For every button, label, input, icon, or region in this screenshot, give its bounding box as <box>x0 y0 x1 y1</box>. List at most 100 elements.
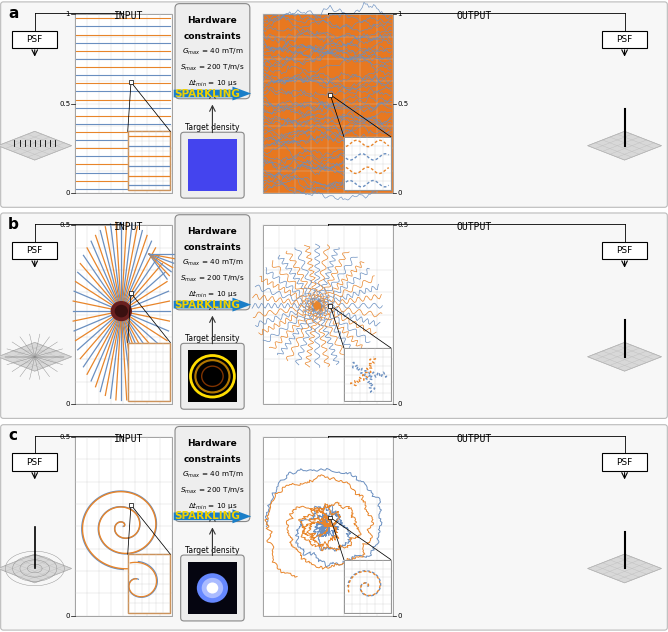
Text: OUTPUT: OUTPUT <box>457 222 492 232</box>
Bar <box>129 291 133 295</box>
Bar <box>75 437 172 616</box>
Text: 0.5: 0.5 <box>59 222 70 228</box>
Text: $S_{max}$ = 200 T/m/s: $S_{max}$ = 200 T/m/s <box>180 63 244 73</box>
Text: 0.5: 0.5 <box>59 434 70 440</box>
Text: $G_{max}$ = 40 mT/m: $G_{max}$ = 40 mT/m <box>182 470 243 480</box>
Text: 0: 0 <box>65 401 70 407</box>
Text: a: a <box>8 6 19 21</box>
FancyBboxPatch shape <box>1 2 667 207</box>
Polygon shape <box>174 87 251 100</box>
FancyBboxPatch shape <box>180 132 244 198</box>
FancyBboxPatch shape <box>12 241 57 259</box>
Polygon shape <box>0 554 71 583</box>
Text: PSF: PSF <box>617 458 633 467</box>
FancyBboxPatch shape <box>175 215 250 310</box>
Polygon shape <box>0 343 71 371</box>
Text: Target density: Target density <box>185 546 240 555</box>
Text: $\Delta t_{min}$ = 10 μs: $\Delta t_{min}$ = 10 μs <box>188 289 237 300</box>
FancyBboxPatch shape <box>180 555 244 621</box>
Text: $\Delta t_{min}$ = 10 μs: $\Delta t_{min}$ = 10 μs <box>188 78 237 89</box>
Text: 0: 0 <box>65 190 70 196</box>
Circle shape <box>313 302 321 310</box>
Text: PSF: PSF <box>617 246 633 255</box>
Polygon shape <box>174 298 251 312</box>
FancyBboxPatch shape <box>12 454 57 471</box>
Circle shape <box>202 578 223 598</box>
Text: PSF: PSF <box>27 458 43 467</box>
Bar <box>188 139 237 191</box>
Bar <box>128 343 170 401</box>
Polygon shape <box>588 131 661 160</box>
FancyBboxPatch shape <box>602 31 647 48</box>
Text: 0.5: 0.5 <box>397 100 409 107</box>
Text: Target density: Target density <box>185 334 240 343</box>
Circle shape <box>115 305 128 317</box>
Bar <box>328 516 332 520</box>
Bar <box>344 137 391 190</box>
Text: OUTPUT: OUTPUT <box>457 434 492 444</box>
FancyBboxPatch shape <box>180 343 244 410</box>
FancyBboxPatch shape <box>175 4 250 99</box>
Bar <box>75 15 172 193</box>
Text: PSF: PSF <box>27 246 43 255</box>
FancyBboxPatch shape <box>175 427 250 521</box>
Text: $G_{max}$ = 40 mT/m: $G_{max}$ = 40 mT/m <box>182 47 243 57</box>
Text: PSF: PSF <box>617 35 633 44</box>
Text: SPARKLING: SPARKLING <box>174 511 240 521</box>
Bar <box>128 131 170 190</box>
Text: Hardware: Hardware <box>188 227 237 236</box>
Text: constraints: constraints <box>184 32 241 41</box>
Bar <box>263 15 393 193</box>
Bar <box>129 503 133 507</box>
Text: OUTPUT: OUTPUT <box>457 11 492 21</box>
FancyBboxPatch shape <box>1 213 667 418</box>
Text: 0.5: 0.5 <box>397 434 409 440</box>
Bar <box>75 226 172 404</box>
Bar <box>263 437 393 616</box>
Text: PSF: PSF <box>27 35 43 44</box>
Circle shape <box>206 583 218 593</box>
Bar <box>128 554 170 613</box>
Bar <box>344 348 391 401</box>
Text: $G_{max}$ = 40 mT/m: $G_{max}$ = 40 mT/m <box>182 258 243 268</box>
Text: SPARKLING: SPARKLING <box>174 88 240 99</box>
Text: 0: 0 <box>65 613 70 619</box>
Text: c: c <box>8 428 17 444</box>
Text: b: b <box>8 217 19 232</box>
Text: 0.5: 0.5 <box>397 222 409 228</box>
Bar <box>188 562 237 614</box>
Text: $S_{max}$ = 200 T/m/s: $S_{max}$ = 200 T/m/s <box>180 274 244 284</box>
Bar <box>129 80 133 84</box>
Text: 1: 1 <box>397 11 402 17</box>
Polygon shape <box>588 554 661 583</box>
Text: 1: 1 <box>65 11 70 17</box>
Text: Hardware: Hardware <box>188 439 237 448</box>
FancyBboxPatch shape <box>602 241 647 259</box>
FancyBboxPatch shape <box>602 454 647 471</box>
Text: constraints: constraints <box>184 454 241 464</box>
Bar <box>263 226 393 404</box>
Polygon shape <box>588 343 661 371</box>
Circle shape <box>111 301 132 321</box>
Text: constraints: constraints <box>184 243 241 252</box>
FancyBboxPatch shape <box>12 31 57 48</box>
FancyBboxPatch shape <box>1 425 667 630</box>
Text: INPUT: INPUT <box>114 434 143 444</box>
Text: Target density: Target density <box>185 123 240 132</box>
Text: INPUT: INPUT <box>114 11 143 21</box>
Bar <box>328 304 332 308</box>
Circle shape <box>197 573 228 603</box>
Text: Hardware: Hardware <box>188 16 237 25</box>
Bar <box>328 93 332 97</box>
Polygon shape <box>0 131 71 160</box>
Text: SPARKLING: SPARKLING <box>174 300 240 310</box>
Text: $\Delta t_{min}$ = 10 μs: $\Delta t_{min}$ = 10 μs <box>188 501 237 512</box>
Text: INPUT: INPUT <box>114 222 143 232</box>
Text: $S_{max}$ = 200 T/m/s: $S_{max}$ = 200 T/m/s <box>180 485 244 495</box>
Text: 0: 0 <box>397 613 402 619</box>
Text: 0: 0 <box>397 401 402 407</box>
Text: 0.5: 0.5 <box>59 100 70 107</box>
Bar <box>344 559 391 613</box>
Polygon shape <box>174 509 251 523</box>
Bar <box>188 350 237 403</box>
